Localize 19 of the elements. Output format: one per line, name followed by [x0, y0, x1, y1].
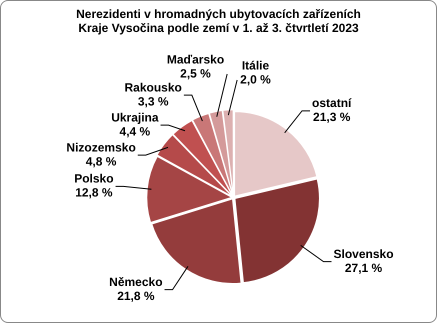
data-label: 27,1 %: [344, 260, 383, 275]
data-label: 4,8 %: [86, 154, 117, 168]
slice-label: Slovensko: [334, 246, 394, 261]
data-label: 3,3 %: [138, 94, 169, 108]
slice-label: Ukrajina: [111, 110, 159, 124]
slice-label: Polsko: [74, 172, 114, 186]
data-label: 2,5 %: [180, 66, 212, 80]
data-label: 21,3 %: [313, 110, 351, 124]
slice-label: Itálie: [242, 58, 270, 72]
slice-label: Nizozemsko: [66, 140, 136, 154]
chart-title: Nerezidenti v hromadných ubytovacích zařízeních Kraje Vysočina podle zemí v 1. až 3. čtvrtletí 2023: [75, 6, 362, 37]
slice-label: Německo: [109, 274, 163, 289]
data-label: 2,0 %: [240, 72, 272, 86]
data-label: 12,8 %: [75, 186, 113, 200]
data-label: 4,4 %: [120, 124, 151, 138]
slice-label: Rakousko: [124, 80, 182, 94]
data-label: 21,8 %: [117, 288, 155, 303]
slice-label: ostatní: [312, 96, 352, 110]
slice-label: Maďarsko: [166, 52, 224, 66]
